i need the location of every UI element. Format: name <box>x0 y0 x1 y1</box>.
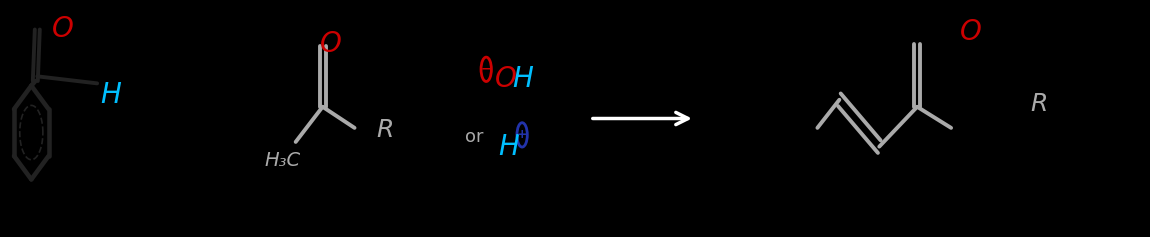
Text: O: O <box>52 15 75 44</box>
Text: −: − <box>481 63 491 76</box>
Text: or: or <box>465 128 483 146</box>
Text: H: H <box>498 133 519 161</box>
Text: O: O <box>320 30 342 58</box>
Text: +: + <box>516 128 528 141</box>
Text: O: O <box>496 65 518 93</box>
Text: H: H <box>101 81 122 109</box>
Text: O: O <box>960 18 982 46</box>
Text: H: H <box>512 65 534 93</box>
Text: R: R <box>1030 92 1048 116</box>
Text: H₃C: H₃C <box>264 151 301 170</box>
Text: R: R <box>377 118 394 142</box>
